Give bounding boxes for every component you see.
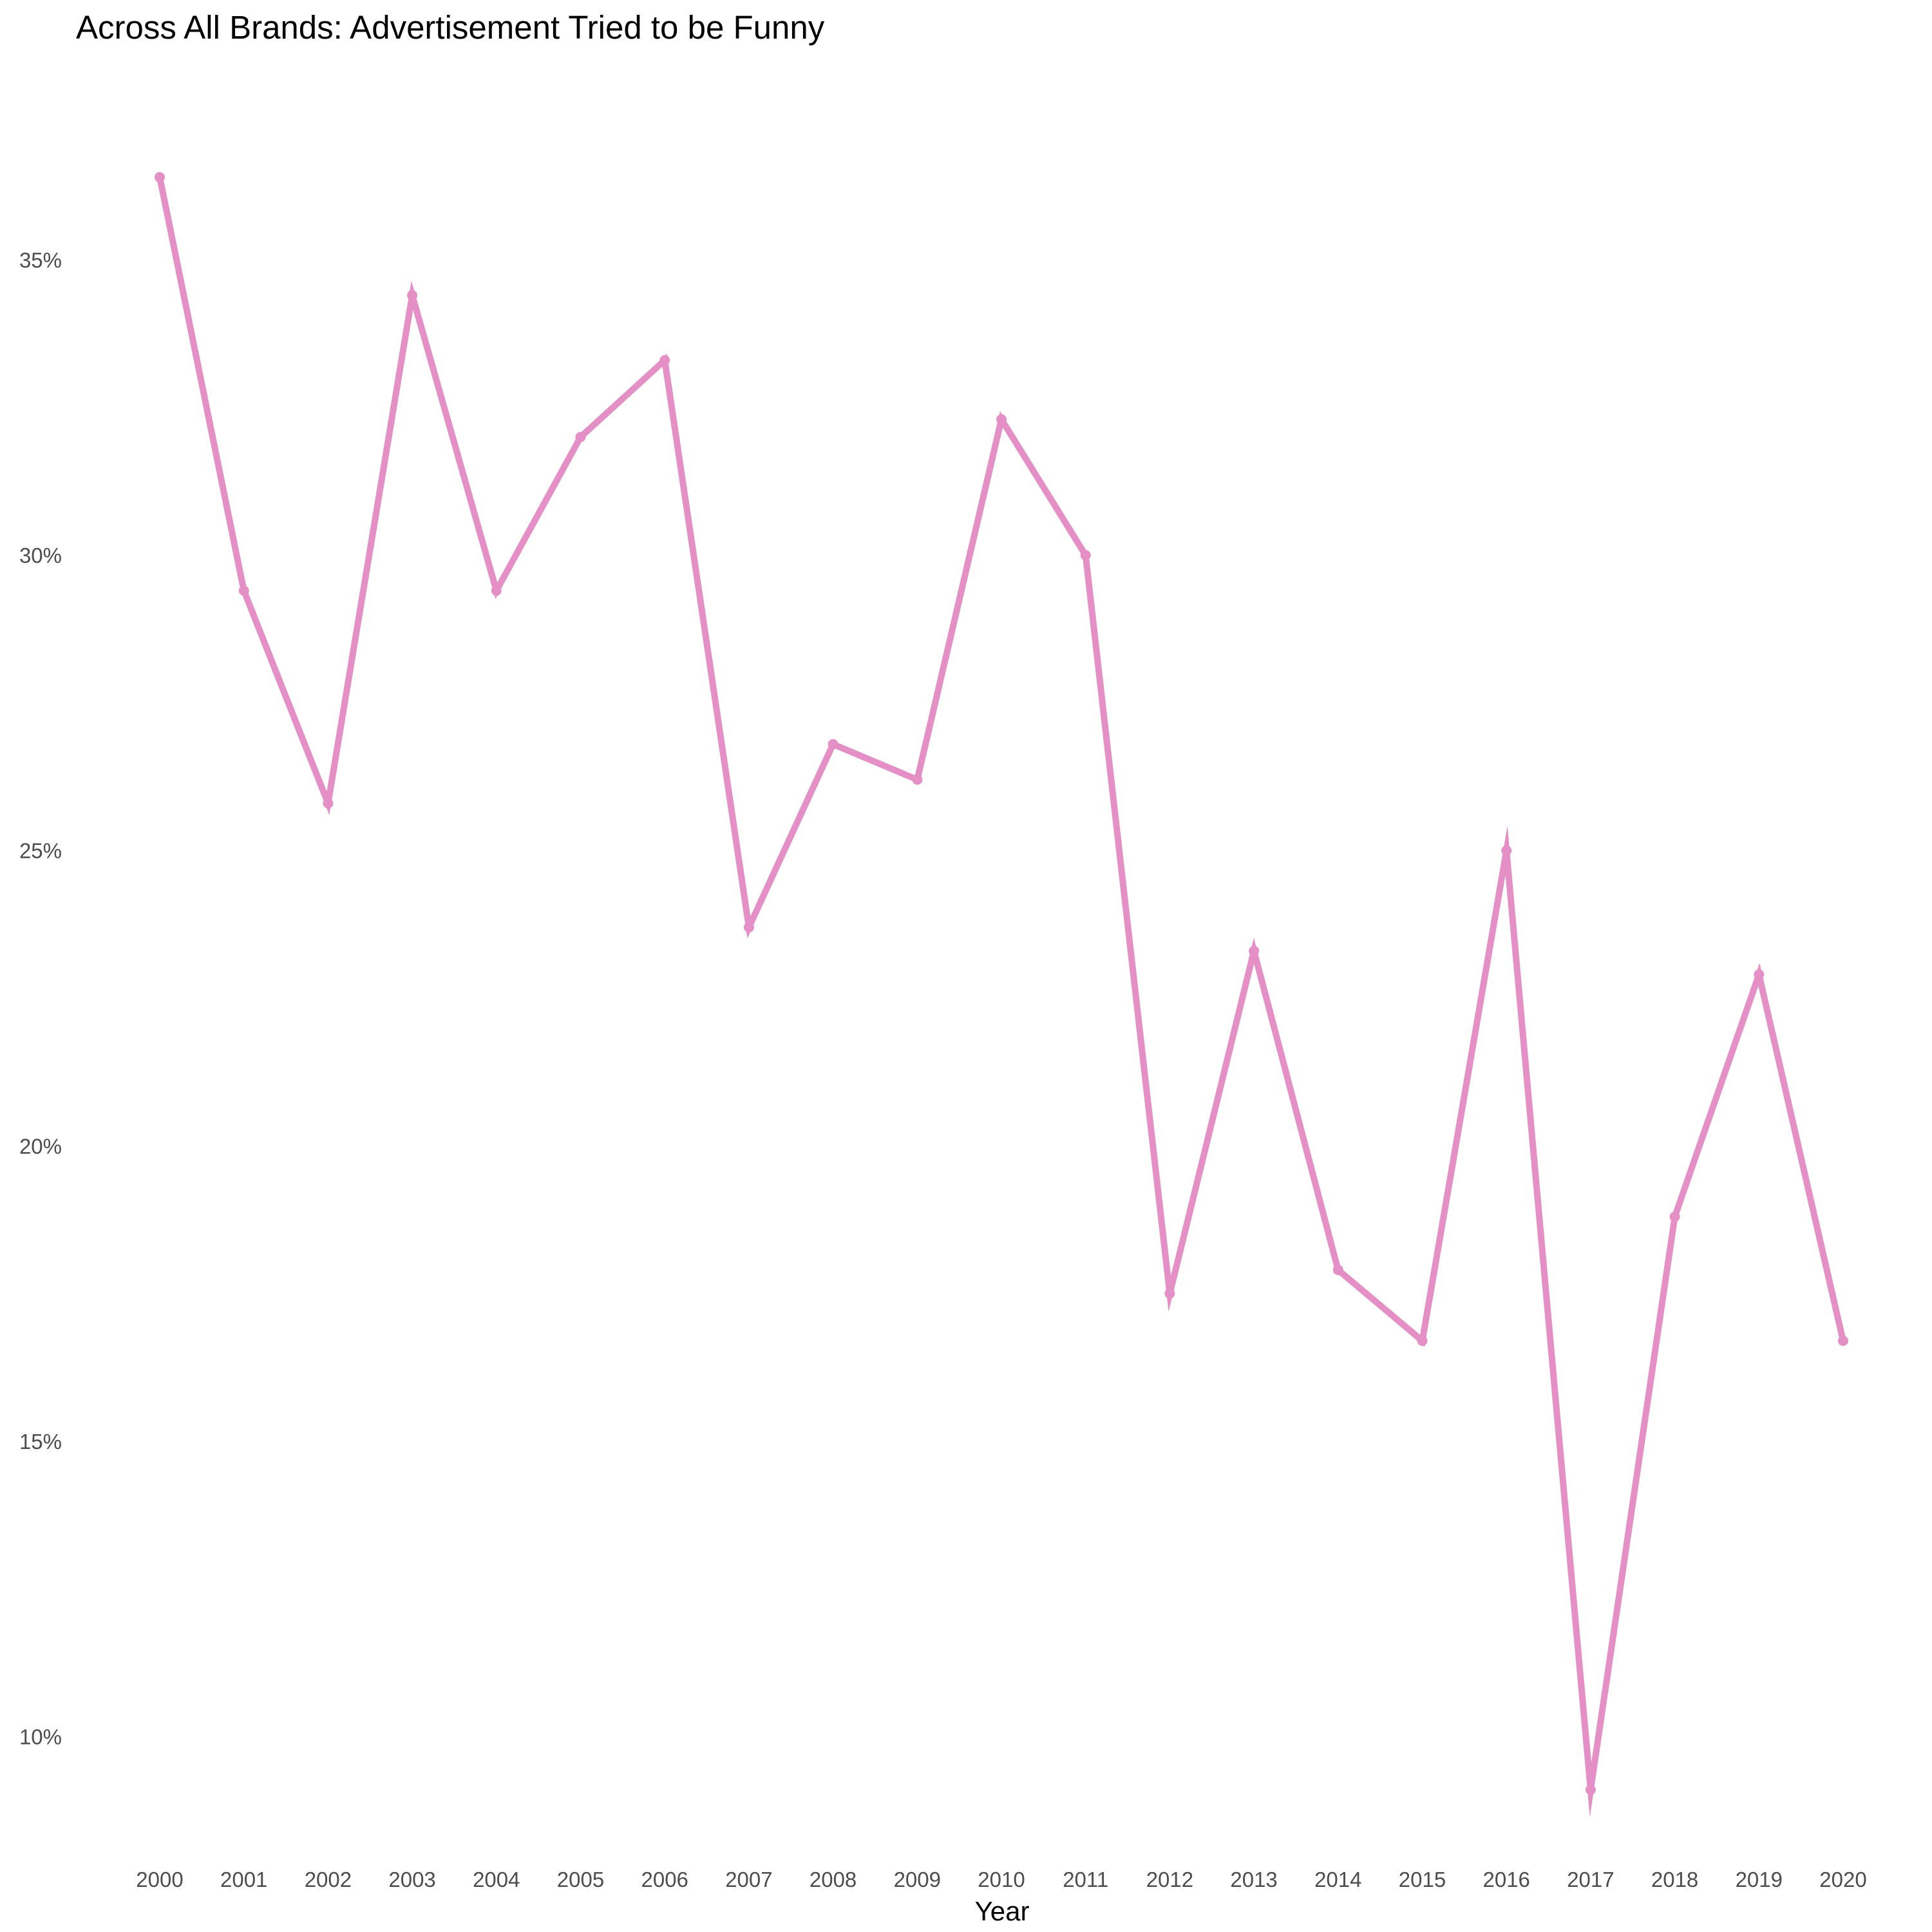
data-point bbox=[912, 774, 923, 785]
y-tick-label: 20% bbox=[19, 1134, 62, 1158]
x-tick-label: 2018 bbox=[1651, 1868, 1698, 1891]
x-tick-label: 2008 bbox=[810, 1868, 857, 1891]
data-point bbox=[575, 431, 586, 442]
data-point bbox=[1754, 969, 1765, 980]
x-tick-label: 2009 bbox=[894, 1868, 941, 1891]
data-point bbox=[1417, 1336, 1428, 1347]
data-point bbox=[1501, 845, 1512, 856]
x-tick-label: 2000 bbox=[136, 1868, 183, 1891]
x-tick-label: 2004 bbox=[473, 1868, 520, 1891]
x-tick-label: 2011 bbox=[1063, 1868, 1108, 1891]
y-tick-label: 35% bbox=[19, 248, 62, 272]
x-tick-label: 2003 bbox=[388, 1868, 435, 1891]
data-point bbox=[407, 290, 418, 301]
x-tick-label: 2016 bbox=[1482, 1868, 1530, 1891]
x-axis: 2000 2001 2002 2003 2004 2005 2006 2007 2008 2009… bbox=[136, 1868, 1866, 1891]
data-point bbox=[1249, 945, 1260, 956]
data-point bbox=[323, 798, 334, 809]
x-tick-label: 2006 bbox=[641, 1868, 688, 1891]
data-point bbox=[155, 172, 165, 183]
x-tick-label: 2010 bbox=[978, 1868, 1025, 1891]
x-tick-label: 2014 bbox=[1314, 1868, 1361, 1891]
data-point bbox=[1080, 550, 1091, 561]
series-group bbox=[155, 172, 1848, 1817]
y-tick-label: 30% bbox=[19, 544, 62, 567]
x-tick-label: 2012 bbox=[1146, 1868, 1193, 1891]
series-layer bbox=[155, 172, 1848, 1817]
data-point bbox=[743, 922, 754, 933]
data-point bbox=[1164, 1288, 1175, 1299]
data-point bbox=[996, 414, 1007, 425]
data-point bbox=[659, 355, 670, 366]
x-axis-title: Year bbox=[975, 1896, 1030, 1926]
y-tick-label: 25% bbox=[19, 839, 62, 863]
data-point bbox=[1332, 1264, 1343, 1275]
data-point bbox=[1585, 1785, 1596, 1795]
chart-title: Across All Brands: Advertisement Tried t… bbox=[76, 9, 825, 46]
data-point bbox=[238, 585, 249, 596]
x-tick-label: 2002 bbox=[305, 1868, 352, 1891]
y-tick-label: 10% bbox=[19, 1725, 62, 1749]
data-point bbox=[828, 739, 838, 750]
x-tick-label: 2007 bbox=[725, 1868, 772, 1891]
x-tick-label: 2013 bbox=[1230, 1868, 1277, 1891]
x-tick-label: 2001 bbox=[220, 1868, 267, 1891]
data-point bbox=[1838, 1336, 1848, 1347]
y-tick-label: 15% bbox=[19, 1430, 62, 1454]
x-tick-label: 2017 bbox=[1567, 1868, 1614, 1891]
data-point bbox=[1669, 1211, 1680, 1222]
x-tick-label: 2015 bbox=[1399, 1868, 1446, 1891]
x-tick-label: 2020 bbox=[1819, 1868, 1866, 1891]
x-tick-label: 2005 bbox=[557, 1868, 604, 1891]
y-axis: 10% 15% 20% 25% 30% 35% bbox=[19, 248, 62, 1748]
x-tick-label: 2019 bbox=[1736, 1868, 1783, 1891]
data-point bbox=[491, 585, 502, 596]
